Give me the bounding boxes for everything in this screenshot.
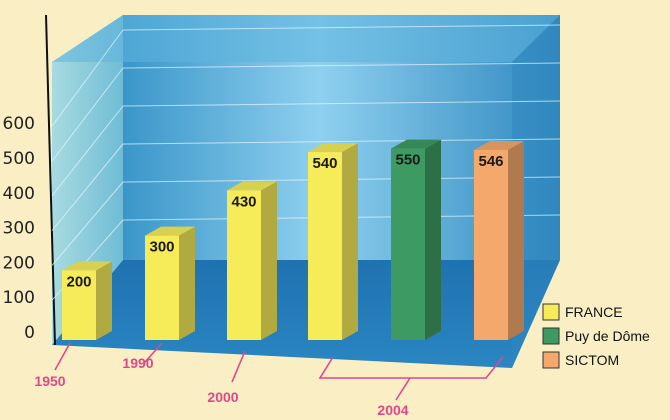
bar-front-face — [391, 148, 425, 340]
bar-value-label: 200 — [66, 273, 91, 290]
bar-top-face — [391, 139, 441, 149]
legend-swatch — [542, 303, 560, 321]
y-tick-label-3: 300 — [3, 219, 35, 239]
bar-top-face — [145, 226, 195, 236]
bar-2004-france: 540 — [308, 143, 358, 340]
y-axis-line — [45, 14, 56, 346]
grid-line-side-6 — [51, 29, 124, 127]
legend-label: Puy de Dôme — [565, 328, 650, 344]
bar-top-face — [474, 140, 524, 150]
legend-label: FRANCE — [565, 304, 623, 320]
bar-2004-puy-de-d-me: 550 — [391, 139, 441, 340]
legend-swatch — [542, 351, 560, 369]
bar-2000-france: 430 — [227, 181, 277, 340]
y-tick-label-5: 500 — [3, 149, 35, 169]
bar-side-face — [425, 139, 441, 340]
bar-value-label: 546 — [478, 153, 503, 170]
grid-line-5 — [122, 62, 561, 69]
grid-line-side-4 — [51, 105, 124, 197]
bar-side-face — [342, 143, 358, 340]
y-tick-label-6: 600 — [3, 114, 35, 134]
legend: FRANCE Puy de Dôme SICTOM — [542, 303, 650, 369]
bar-1950-france: 200 — [62, 261, 112, 340]
bar-front-face — [308, 152, 342, 340]
bar-top-face — [62, 261, 112, 271]
x-axis-categories: 1950 1990 2000 2004 — [34, 342, 504, 418]
legend-label: SICTOM — [565, 352, 619, 368]
bar-front-face — [62, 270, 96, 340]
bar-front-face — [145, 235, 179, 340]
grid-line-6 — [122, 24, 561, 31]
category-leader-line — [395, 377, 411, 401]
x-category-label-1990: 1990 — [122, 355, 153, 371]
grid-line-4 — [122, 100, 561, 107]
bar-top-face — [308, 143, 358, 153]
x-category-label-2000: 2000 — [207, 389, 238, 405]
bar-value-label: 550 — [395, 152, 420, 169]
category-leader-line — [231, 350, 246, 383]
bar-value-label: 540 — [312, 155, 337, 172]
bar-side-face — [179, 226, 195, 340]
bar-top-face — [227, 181, 277, 191]
y-tick-label-4: 400 — [3, 184, 35, 204]
y-tick-label-0: 0 — [24, 323, 35, 343]
x-category-label-1950: 1950 — [34, 373, 65, 389]
bar-front-face — [227, 190, 261, 340]
legend-item-sictom: SICTOM — [542, 351, 619, 369]
grid-line-side-3 — [51, 143, 124, 231]
bar-1990-france: 300 — [145, 226, 195, 340]
bar-2004-sictom: 546 — [474, 140, 524, 340]
bar-front-face — [474, 149, 508, 340]
bar-value-label: 430 — [231, 193, 256, 210]
y-axis-ticks: 0 100 200 300 400 500 600 — [3, 114, 35, 343]
top-edge — [52, 15, 560, 62]
bar-side-face — [261, 181, 277, 340]
legend-swatch — [542, 327, 560, 345]
category-bracket — [318, 356, 504, 379]
category-leader-line — [144, 342, 163, 363]
grid-line-side-5 — [51, 67, 124, 162]
grid-line-3 — [122, 138, 561, 145]
y-tick-label-1: 100 — [3, 288, 35, 308]
grid-line-side-2 — [51, 181, 124, 266]
legend-item-puy-de-d-me: Puy de Dôme — [542, 327, 650, 345]
bar-side-face — [96, 261, 112, 340]
legend-item-france: FRANCE — [542, 303, 623, 321]
x-category-label-2004: 2004 — [377, 402, 408, 418]
bar-side-face — [508, 140, 524, 340]
y-tick-label-2: 200 — [3, 253, 35, 273]
bars: 200 300 430 540 550 546 — [62, 139, 524, 340]
category-leader-line — [54, 342, 71, 371]
bar-value-label: 300 — [149, 239, 174, 256]
